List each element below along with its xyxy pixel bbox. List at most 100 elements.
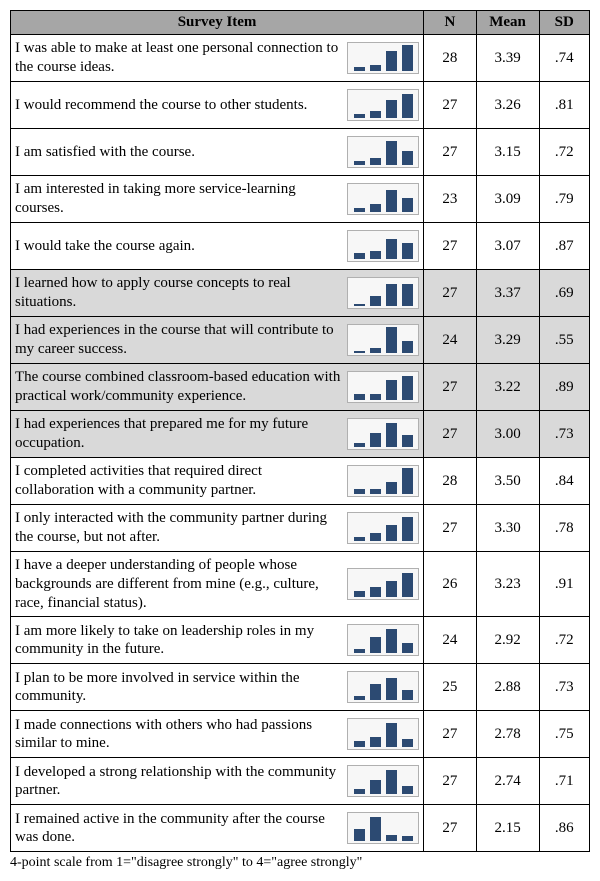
spark-bar xyxy=(370,433,381,447)
sparkline-chart xyxy=(347,465,419,497)
sd-cell: .71 xyxy=(539,758,590,805)
spark-bar xyxy=(386,525,397,541)
n-cell: 27 xyxy=(424,270,477,317)
item-cell: I had experiences in the course that wil… xyxy=(11,317,424,364)
spark-bar xyxy=(370,684,381,700)
sd-cell: .73 xyxy=(539,411,590,458)
survey-table: Survey Item N Mean SD I was able to make… xyxy=(10,10,590,852)
table-row: I would recommend the course to other st… xyxy=(11,82,590,129)
spark-bar xyxy=(354,67,365,71)
spark-bar xyxy=(402,94,413,118)
n-cell: 27 xyxy=(424,82,477,129)
spark-bar xyxy=(402,517,413,541)
sparkline-chart xyxy=(347,324,419,356)
spark-bar xyxy=(370,780,381,794)
item-text: I am satisfied with the course. xyxy=(15,143,341,162)
n-cell: 27 xyxy=(424,223,477,270)
spark-bar xyxy=(386,678,397,700)
n-cell: 27 xyxy=(424,411,477,458)
spark-bar xyxy=(402,786,413,794)
col-header-sd: SD xyxy=(539,11,590,35)
spark-bar xyxy=(354,394,365,400)
col-header-item: Survey Item xyxy=(11,11,424,35)
col-header-n: N xyxy=(424,11,477,35)
mean-cell: 3.29 xyxy=(476,317,539,364)
sparkline-chart xyxy=(347,136,419,168)
item-text: I have a deeper understanding of people … xyxy=(15,556,341,612)
item-cell: The course combined classroom-based educ… xyxy=(11,364,424,411)
item-cell: I am more likely to take on leadership r… xyxy=(11,617,424,664)
spark-bar xyxy=(386,629,397,653)
spark-bar xyxy=(402,198,413,212)
spark-bar xyxy=(386,482,397,494)
spark-bar xyxy=(386,327,397,353)
item-text: I would take the course again. xyxy=(15,237,341,256)
item-cell: I would recommend the course to other st… xyxy=(11,82,424,129)
sd-cell: .72 xyxy=(539,129,590,176)
sd-cell: .69 xyxy=(539,270,590,317)
spark-bar xyxy=(402,739,413,747)
table-row: I learned how to apply course concepts t… xyxy=(11,270,590,317)
sd-cell: .72 xyxy=(539,617,590,664)
sd-cell: .81 xyxy=(539,82,590,129)
item-cell: I have a deeper understanding of people … xyxy=(11,552,424,617)
spark-bar xyxy=(402,284,413,306)
item-cell: I only interacted with the community par… xyxy=(11,505,424,552)
mean-cell: 3.09 xyxy=(476,176,539,223)
sparkline-chart xyxy=(347,277,419,309)
mean-cell: 2.74 xyxy=(476,758,539,805)
mean-cell: 3.39 xyxy=(476,35,539,82)
spark-bar xyxy=(386,380,397,400)
item-text: I made connections with others who had p… xyxy=(15,716,341,754)
spark-bar xyxy=(386,100,397,118)
table-row: I completed activities that required dir… xyxy=(11,458,590,505)
item-cell: I was able to make at least one personal… xyxy=(11,35,424,82)
item-text: I only interacted with the community par… xyxy=(15,509,341,547)
spark-bar xyxy=(386,835,397,841)
table-row: I would take the course again.273.07.87 xyxy=(11,223,590,270)
spark-bar xyxy=(386,190,397,212)
item-text: I remained active in the community after… xyxy=(15,810,341,848)
spark-bar xyxy=(402,836,413,841)
sparkline-chart xyxy=(347,568,419,600)
spark-bar xyxy=(386,581,397,597)
sd-cell: .78 xyxy=(539,505,590,552)
item-cell: I plan to be more involved in service wi… xyxy=(11,664,424,711)
sparkline-chart xyxy=(347,183,419,215)
spark-bar xyxy=(354,649,365,653)
n-cell: 27 xyxy=(424,505,477,552)
sparkline-chart xyxy=(347,230,419,262)
spark-bar xyxy=(386,423,397,447)
spark-bar xyxy=(354,789,365,794)
spark-bar xyxy=(370,489,381,494)
table-row: I only interacted with the community par… xyxy=(11,505,590,552)
n-cell: 27 xyxy=(424,805,477,852)
spark-bar xyxy=(370,296,381,306)
table-row: The course combined classroom-based educ… xyxy=(11,364,590,411)
sd-cell: .91 xyxy=(539,552,590,617)
sparkline-chart xyxy=(347,42,419,74)
sparkline-chart xyxy=(347,512,419,544)
item-text: I had experiences that prepared me for m… xyxy=(15,415,341,453)
spark-bar xyxy=(402,45,413,71)
item-cell: I learned how to apply course concepts t… xyxy=(11,270,424,317)
sd-cell: .86 xyxy=(539,805,590,852)
mean-cell: 3.07 xyxy=(476,223,539,270)
header-row: Survey Item N Mean SD xyxy=(11,11,590,35)
spark-bar xyxy=(370,204,381,212)
sd-cell: .55 xyxy=(539,317,590,364)
table-row: I plan to be more involved in service wi… xyxy=(11,664,590,711)
item-text: I would recommend the course to other st… xyxy=(15,96,341,115)
item-text: I am interested in taking more service-l… xyxy=(15,180,341,218)
n-cell: 23 xyxy=(424,176,477,223)
sd-cell: .79 xyxy=(539,176,590,223)
spark-bar xyxy=(354,161,365,165)
table-row: I remained active in the community after… xyxy=(11,805,590,852)
spark-bar xyxy=(402,435,413,447)
item-text: I developed a strong relationship with t… xyxy=(15,763,341,801)
item-text: I was able to make at least one personal… xyxy=(15,39,341,77)
mean-cell: 3.15 xyxy=(476,129,539,176)
sd-cell: .73 xyxy=(539,664,590,711)
spark-bar xyxy=(354,253,365,259)
table-row: I was able to make at least one personal… xyxy=(11,35,590,82)
